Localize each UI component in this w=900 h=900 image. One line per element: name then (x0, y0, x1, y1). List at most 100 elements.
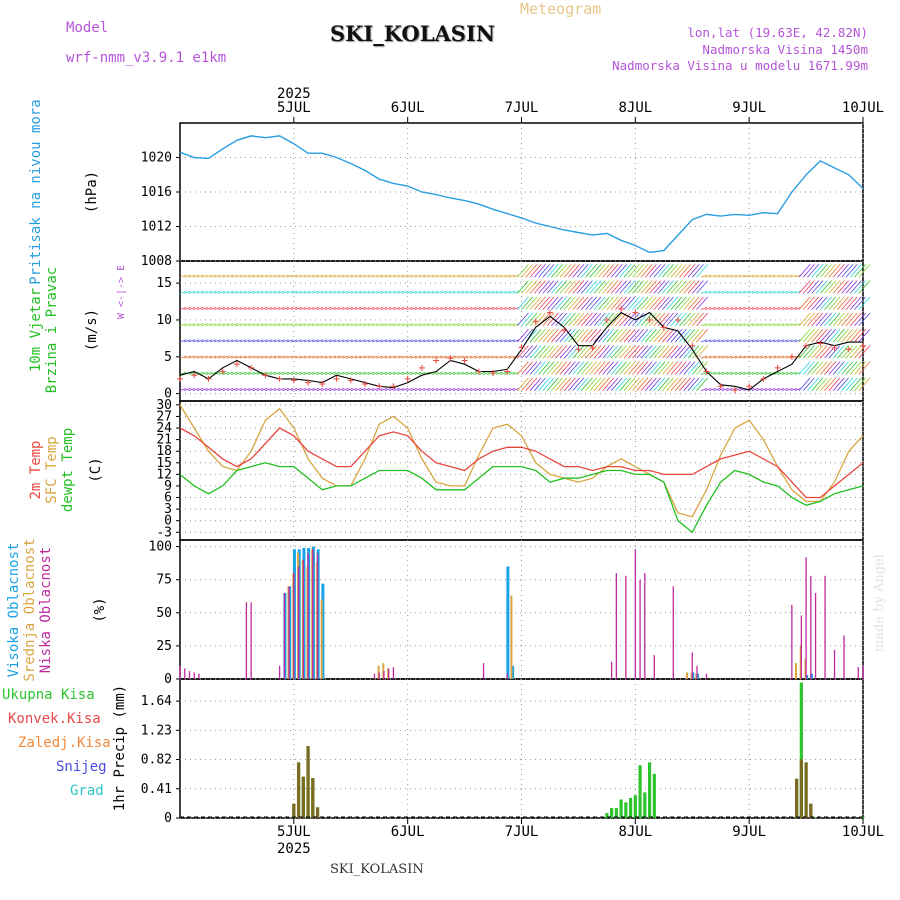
wind-barb (751, 290, 759, 294)
wind-barb (802, 361, 815, 375)
wind-barb (615, 361, 627, 375)
wind-barb (576, 345, 589, 359)
wind-barb (563, 377, 576, 391)
wind-barb (644, 280, 657, 294)
cloud-bar (312, 549, 314, 679)
wind-barb (214, 355, 221, 359)
wind-gust-mark (376, 383, 383, 390)
wind-barb (606, 328, 619, 343)
wind-barb (559, 361, 572, 375)
wind-barb (231, 274, 238, 278)
wind-gust-mark (433, 357, 440, 364)
wind-barb (781, 290, 789, 294)
temperature-ytick-label-11: 30 (156, 398, 172, 413)
wind-barb (188, 323, 195, 327)
wind-barb (508, 355, 516, 359)
wind-barb (653, 377, 666, 391)
wind-barb (286, 290, 294, 294)
wind-barb (606, 377, 619, 391)
wind-barb (666, 377, 679, 391)
precip-bar (647, 762, 652, 818)
wind-barb (632, 345, 644, 359)
wind-barb (525, 345, 538, 359)
wind-barb (290, 339, 298, 343)
wind-barb (743, 274, 750, 278)
wind-barb (649, 345, 662, 359)
wind-barb (350, 355, 358, 359)
pressure-ytick-label-0: 1008 (141, 254, 172, 269)
wind-barb (623, 328, 636, 343)
wind-barb (218, 307, 225, 311)
wind-barb (397, 290, 405, 294)
top-day-label-0: 5JUL (277, 100, 311, 116)
wind-barb (743, 339, 750, 343)
wind-barb (619, 377, 632, 391)
wind-barb (299, 339, 306, 343)
wind-barb (854, 361, 866, 375)
clouds-ytick-label-2: 50 (156, 606, 172, 621)
wind-ytick-label-3: 15 (156, 276, 172, 291)
wind-barb (235, 371, 242, 375)
wind-barb (610, 296, 623, 310)
wind-barb (555, 312, 568, 327)
wind-barb (743, 323, 750, 327)
wind-barb (401, 307, 409, 311)
wind-barb (683, 264, 696, 278)
wind-barb (179, 339, 187, 343)
wind-barb (717, 339, 725, 343)
wind-gust-mark (746, 383, 753, 390)
wind-barb (478, 274, 486, 278)
wind-barb (265, 307, 272, 311)
wind-barb (295, 388, 302, 392)
wind-gust-mark (731, 386, 738, 393)
wind-barb (824, 312, 837, 327)
wind-barb (273, 307, 281, 311)
wind-barb (632, 361, 644, 375)
wind-barb (773, 274, 780, 278)
wind-barb (307, 290, 315, 294)
wind-barb (828, 264, 841, 278)
wind-barb (380, 339, 388, 343)
wind-barb (811, 328, 824, 343)
wind-barb (329, 290, 336, 294)
wind-barb (461, 388, 469, 392)
wind-barb (363, 388, 370, 392)
wind-barb (615, 280, 627, 294)
wind-barb (794, 371, 802, 375)
wind-barb (598, 345, 610, 359)
precip-bar (809, 803, 813, 818)
wind-barb (854, 264, 866, 278)
wind-barb (568, 280, 580, 294)
wind-barb (320, 371, 328, 375)
wind-barb (704, 388, 712, 392)
precip-bar (799, 759, 803, 818)
wind-barb (858, 361, 871, 375)
wind-barb (568, 296, 580, 310)
wind-barb (337, 290, 345, 294)
wind-barb (653, 312, 666, 327)
wind-barb (700, 290, 708, 294)
wind-barb (423, 274, 430, 278)
wind-barb (606, 280, 619, 294)
wind-barb (696, 264, 709, 278)
wind-barb (482, 323, 490, 327)
wind-barb (696, 280, 709, 294)
wind-barb (679, 377, 691, 391)
wind-barb (401, 323, 409, 327)
wind-barb (644, 312, 657, 327)
wind-barb (282, 388, 289, 392)
wind-barb (653, 328, 666, 343)
wind-barb (389, 371, 396, 375)
wind-barb (235, 339, 242, 343)
wind-barb (367, 339, 375, 343)
wind-barb (717, 290, 725, 294)
wind-barb (329, 323, 336, 327)
wind-barb (346, 290, 353, 294)
wind-gust-mark (248, 364, 255, 371)
wind-barb (687, 296, 700, 310)
wind-barb (674, 361, 687, 375)
wind-barb (790, 339, 797, 343)
wind-barb (367, 290, 375, 294)
wind-barb (849, 345, 862, 359)
wind-barb (546, 312, 559, 327)
